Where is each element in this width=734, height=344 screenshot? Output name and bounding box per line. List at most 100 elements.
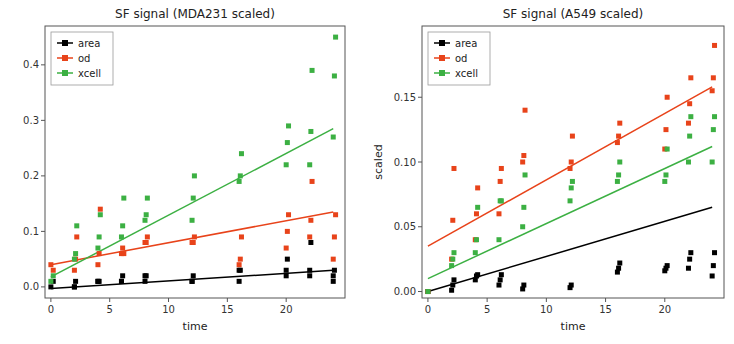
- x-tick-label: 5: [107, 304, 113, 315]
- point: [569, 160, 574, 165]
- point: [520, 224, 525, 229]
- plot-frame: [422, 26, 724, 298]
- point: [523, 108, 528, 113]
- point: [451, 277, 456, 282]
- x-tick-label: 0: [425, 304, 431, 315]
- point: [284, 273, 289, 278]
- y-tick-label: 0.00: [394, 286, 416, 297]
- point: [665, 95, 670, 100]
- point: [686, 266, 691, 271]
- x-tick: [605, 298, 606, 302]
- point: [308, 218, 313, 223]
- point: [143, 218, 148, 223]
- point: [687, 257, 692, 262]
- y-axis-label: scaled: [372, 144, 385, 179]
- y-tick: [41, 286, 45, 287]
- point: [616, 172, 621, 177]
- point: [331, 257, 336, 262]
- y-tick: [418, 162, 422, 163]
- point: [285, 257, 290, 262]
- point: [307, 273, 312, 278]
- point: [191, 196, 196, 201]
- y-tick: [41, 120, 45, 121]
- point: [687, 134, 692, 139]
- point: [331, 135, 336, 140]
- point: [237, 279, 242, 284]
- point: [616, 266, 621, 271]
- point: [332, 234, 337, 239]
- point: [191, 273, 196, 278]
- point: [145, 234, 150, 239]
- y-tick-label: 0.3: [23, 115, 39, 126]
- point: [284, 246, 289, 251]
- point: [449, 263, 454, 268]
- y-tick: [418, 291, 422, 292]
- point: [73, 251, 78, 256]
- x-tick: [427, 298, 428, 302]
- point: [286, 212, 291, 217]
- point: [97, 251, 102, 256]
- point: [74, 234, 79, 239]
- point: [568, 198, 573, 203]
- point: [119, 279, 124, 284]
- point: [97, 279, 102, 284]
- point: [615, 179, 620, 184]
- point: [192, 234, 197, 239]
- y-tick: [41, 175, 45, 176]
- point: [51, 273, 56, 278]
- fit-line: [51, 212, 333, 265]
- point: [665, 263, 670, 268]
- x-tick: [50, 298, 51, 302]
- point: [72, 257, 77, 262]
- point: [332, 268, 337, 273]
- point: [238, 257, 243, 262]
- y-tick-label: 0.4: [23, 59, 39, 70]
- point: [239, 234, 244, 239]
- point: [475, 205, 480, 210]
- point: [308, 240, 313, 245]
- title: SF signal (A549 scaled): [503, 7, 643, 21]
- y-tick-label: 0.1: [23, 226, 39, 237]
- point: [450, 218, 455, 223]
- x-tick: [227, 298, 228, 302]
- point: [520, 160, 525, 165]
- point: [121, 196, 126, 201]
- point: [475, 185, 480, 190]
- point: [663, 172, 668, 177]
- point: [119, 279, 124, 284]
- point: [191, 240, 196, 245]
- point: [72, 268, 77, 273]
- point: [332, 73, 337, 78]
- point: [98, 212, 103, 217]
- point: [450, 283, 455, 288]
- point: [144, 273, 149, 278]
- point: [521, 153, 526, 158]
- point: [144, 212, 149, 217]
- point: [425, 289, 430, 294]
- legend-marker: [62, 70, 68, 76]
- y-tick-label: 0.05: [394, 221, 416, 232]
- legend-marker: [439, 55, 445, 61]
- x-tick-label: 20: [280, 304, 293, 315]
- point: [665, 147, 670, 152]
- point: [710, 273, 715, 278]
- legend-label: xcell: [455, 68, 478, 79]
- legend-label: od: [78, 53, 90, 64]
- point: [710, 88, 715, 93]
- point: [310, 179, 315, 184]
- point: [570, 134, 575, 139]
- point: [239, 151, 244, 156]
- y-tick-label: 0.10: [394, 157, 416, 168]
- point: [72, 284, 77, 289]
- fit-line: [428, 146, 712, 278]
- point: [119, 234, 124, 239]
- point: [569, 283, 574, 288]
- point: [120, 246, 125, 251]
- x-axis-label: time: [561, 320, 586, 333]
- point: [307, 234, 312, 239]
- point: [496, 283, 501, 288]
- x-tick-label: 15: [221, 304, 234, 315]
- plot-frame: [45, 26, 345, 298]
- point: [285, 229, 290, 234]
- figure: 0.00.10.20.30.405101520SF signal (MDA231…: [0, 0, 734, 344]
